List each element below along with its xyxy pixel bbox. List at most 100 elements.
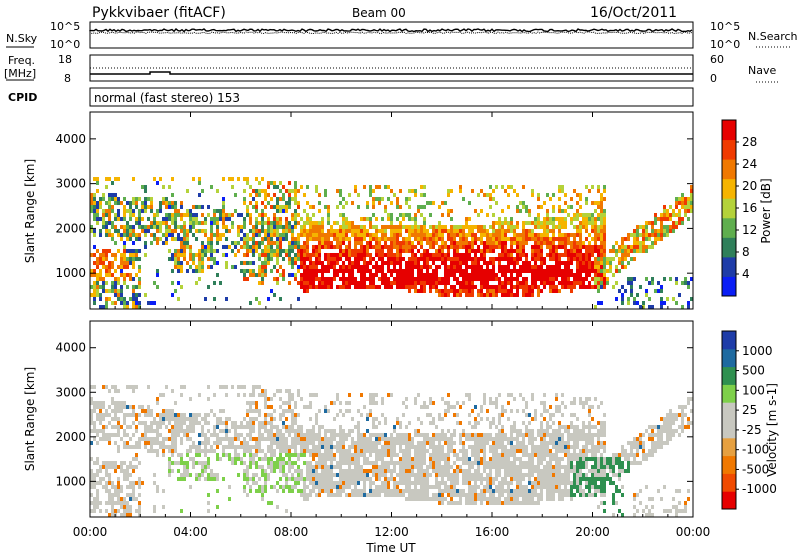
heatmap-cell [633,241,636,245]
heatmap-cell [186,429,189,433]
heatmap-cell [114,213,117,217]
heatmap-cell [315,233,318,237]
heatmap-cell [378,437,381,441]
heatmap-cell [291,241,294,245]
heatmap-cell [309,277,312,281]
heatmap-cell [540,245,543,249]
heatmap-cell [309,473,312,477]
heatmap-cell [327,437,330,441]
heatmap-cell [603,273,606,277]
heatmap-cell [381,273,384,277]
heatmap-cell [285,233,288,237]
heatmap-cell [267,233,270,237]
heatmap-cell [456,265,459,269]
heatmap-cell [267,225,270,229]
heatmap-cell [315,269,318,273]
heatmap-cell [381,237,384,241]
heatmap-cell [468,241,471,245]
heatmap-cell [318,285,321,289]
heatmap-cell [294,421,297,425]
heatmap-cell [678,221,681,225]
heatmap-cell [150,221,153,225]
heatmap-cell [558,265,561,269]
heatmap-cell [390,257,393,261]
heatmap-cell [189,221,192,225]
heatmap-cell [120,265,123,269]
heatmap-cell [291,245,294,249]
heatmap-cell [174,413,177,417]
heatmap-cell [114,433,117,437]
heatmap-cell [489,269,492,273]
heatmap-cell [459,433,462,437]
heatmap-cell [570,217,573,221]
heatmap-cell [591,269,594,273]
heatmap-cell [345,257,348,261]
heatmap-cell [336,257,339,261]
heatmap-cell [534,257,537,261]
heatmap-cell [99,285,102,289]
heatmap-cell [411,233,414,237]
heatmap-cell [411,229,414,233]
heatmap-cell [357,481,360,485]
heatmap-cell [414,221,417,225]
heatmap-cell [480,257,483,261]
heatmap-cell [174,449,177,453]
heatmap-cell [375,449,378,453]
heatmap-cell [372,213,375,217]
heatmap-cell [207,437,210,441]
heatmap-cell [396,241,399,245]
heatmap-cell [93,289,96,293]
heatmap-cell [354,441,357,445]
heatmap-cell [249,249,252,253]
heatmap-cell [522,245,525,249]
heatmap-cell [450,473,453,477]
heatmap-cell [498,221,501,225]
heatmap-cell [588,253,591,257]
heatmap-cell [534,281,537,285]
heatmap-cell [273,249,276,253]
heatmap-cell [645,289,648,293]
heatmap-cell [294,433,297,437]
heatmap-cell [546,229,549,233]
heatmap-cell [213,425,216,429]
heatmap-cell [672,209,675,213]
heatmap-cell [312,453,315,457]
heatmap-cell [450,237,453,241]
heatmap-cell [417,249,420,253]
heatmap-cell [507,221,510,225]
heatmap-cell [156,485,159,489]
heatmap-cell [603,237,606,241]
heatmap-cell [147,429,150,433]
heatmap-cell [135,197,138,201]
heatmap-cell [576,225,579,229]
heatmap-cell [108,213,111,217]
heatmap-cell [480,253,483,257]
heatmap-cell [549,281,552,285]
heatmap-cell [507,265,510,269]
heatmap-cell [420,285,423,289]
heatmap-cell [435,273,438,277]
heatmap-cell [603,281,606,285]
heatmap-cell [594,221,597,225]
heatmap-cell [261,261,264,265]
heatmap-cell [294,481,297,485]
heatmap-cell [324,189,327,193]
heatmap-cell [303,497,306,501]
heatmap-cell [624,253,627,257]
heatmap-cell [171,417,174,421]
heatmap-cell [453,253,456,257]
heatmap-cell [93,385,96,389]
heatmap-cell [288,253,291,257]
heatmap-cell [438,485,441,489]
heatmap-cell [627,301,630,305]
heatmap-cell [126,509,129,513]
heatmap-cell [324,265,327,269]
heatmap-cell [378,449,381,453]
heatmap-cell [477,225,480,229]
heatmap-cell [333,221,336,225]
heatmap-cell [117,501,120,505]
heatmap-cell [381,469,384,473]
heatmap-cell [303,241,306,245]
heatmap-cell [105,385,108,389]
heatmap-cell [438,473,441,477]
